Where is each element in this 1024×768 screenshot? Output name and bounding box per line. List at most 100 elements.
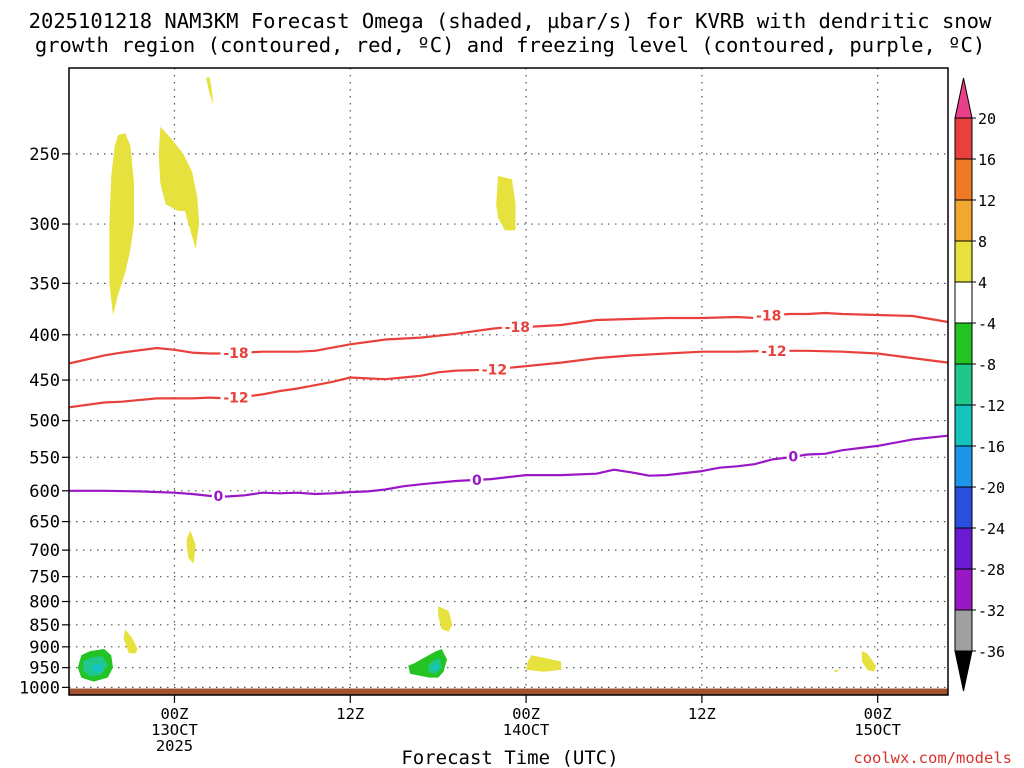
colorbar-label: -8 [978, 356, 996, 374]
y-tick-label: 700 [29, 541, 60, 561]
contour-line [68, 349, 949, 409]
colorbar-bottom-triangle [954, 650, 973, 692]
y-tick-label: 800 [29, 593, 60, 613]
y-tick-label: 550 [29, 448, 60, 468]
omega-region [206, 77, 214, 105]
x-tick-label: 2025 [156, 737, 193, 755]
contour-label: 0 [788, 450, 798, 466]
contour-label-bg [220, 345, 252, 362]
x-tick-label: 00Z [864, 705, 892, 723]
colorbar-segment [954, 199, 973, 242]
contour-label-bg [211, 488, 225, 505]
colorbar-top-triangle [954, 77, 973, 119]
y-tick-label: 300 [29, 215, 60, 235]
colorbar-label: -24 [978, 520, 1005, 538]
y-tick-label: 750 [29, 568, 60, 588]
contour-label: -12 [482, 362, 507, 378]
contour-label-bg [786, 448, 800, 465]
colorbar-label: -20 [978, 479, 1005, 497]
colorbar-segment [954, 281, 973, 324]
contour-label-bg [501, 318, 533, 335]
colorbar-label: -12 [978, 397, 1005, 415]
x-tick-label: 14OCT [503, 721, 550, 739]
contour-label-bg [220, 389, 252, 406]
contour-label-bg [758, 342, 790, 359]
contour-label: 0 [214, 489, 224, 505]
y-tick-label: 850 [29, 616, 60, 636]
colorbar-segment [954, 527, 973, 570]
x-tick-label: 00Z [512, 705, 540, 723]
colorbar-label: -32 [978, 602, 1005, 620]
contours: -18 -18 -18 -12 -12 -12 0 0 0 [68, 307, 949, 505]
contour-label-bg [470, 471, 484, 488]
x-tick-label: 12Z [688, 705, 716, 723]
x-tick-label: 00Z [160, 705, 188, 723]
contour-line [69, 434, 949, 498]
omega-region [496, 176, 516, 231]
y-tick-label: 250 [29, 145, 60, 165]
colorbar-segment [954, 322, 973, 365]
surface-ground [69, 688, 948, 695]
chart-title-line1: 2025101218 NAM3KM Forecast Omega (shaded… [29, 9, 992, 33]
x-tick-label: 13OCT [151, 721, 198, 739]
contour-label: -12 [761, 344, 786, 360]
plot-area [69, 68, 948, 695]
omega-region [109, 133, 134, 315]
colorbar-label: 12 [978, 192, 996, 210]
y-tick-label: 650 [29, 513, 60, 533]
colorbar-label: -16 [978, 438, 1005, 456]
y-tick-label: 450 [29, 371, 60, 391]
y-tick-label: 500 [29, 412, 60, 432]
omega-shading [77, 77, 876, 682]
colorbar-label: -36 [978, 643, 1005, 661]
colorbar-label: 8 [978, 233, 987, 251]
y-tick-label: 600 [29, 482, 60, 502]
plot-frame [68, 67, 949, 696]
colorbar-label: 4 [978, 274, 987, 292]
y-tick-label: 900 [29, 638, 60, 658]
omega-region [90, 663, 103, 673]
surface-layer [69, 688, 948, 695]
colorbar-label: -28 [978, 561, 1005, 579]
colorbar-segment [954, 404, 973, 447]
omega-region [833, 669, 839, 672]
colorbar-label: 20 [978, 110, 996, 128]
y-tick-label: 400 [29, 326, 60, 346]
colorbar-label: 16 [978, 151, 996, 169]
colorbar-segment [954, 445, 973, 488]
omega-region [861, 651, 876, 672]
contour-label-bg [478, 361, 510, 378]
x-tick-label: 12Z [336, 705, 364, 723]
contour-label: 0 [472, 473, 482, 489]
colorbar-label: -4 [978, 315, 996, 333]
y-tick-label: 950 [29, 659, 60, 679]
chart-title-line2: growth region (contoured, red, ºC) and f… [35, 33, 985, 57]
colorbar-segment [954, 609, 973, 652]
omega-region [526, 655, 562, 672]
omega-region [431, 664, 439, 671]
omega-region [438, 606, 453, 632]
colorbar-segment [954, 568, 973, 611]
contour-label: -12 [223, 391, 248, 407]
omega-region [186, 530, 196, 564]
colorbar-segment [954, 117, 973, 160]
contour-label: -18 [223, 346, 248, 362]
x-tick-label: 15OCT [854, 721, 901, 739]
colorbar-segment [954, 158, 973, 201]
x-axis-label: Forecast Time (UTC) [401, 747, 618, 768]
colorbar-segment [954, 240, 973, 283]
colorbar-segment [954, 486, 973, 529]
contour-label-bg [753, 307, 785, 324]
contour-label: -18 [756, 309, 781, 325]
credit-text: coolwx.com/models [853, 749, 1012, 767]
y-tick-label: 350 [29, 274, 60, 294]
contour-label: -18 [505, 320, 530, 336]
y-axis: 2503003504004505005506006507007508008509… [19, 145, 69, 698]
y-tick-label: 1000 [19, 678, 60, 698]
colorbar-segment [954, 363, 973, 406]
omega-region [158, 126, 200, 249]
omega-region [123, 629, 138, 654]
colorbar: 20 16 12 8 4 -4 -8 -12 -16 -20 -24 -28 -32 -36 [954, 77, 1005, 692]
